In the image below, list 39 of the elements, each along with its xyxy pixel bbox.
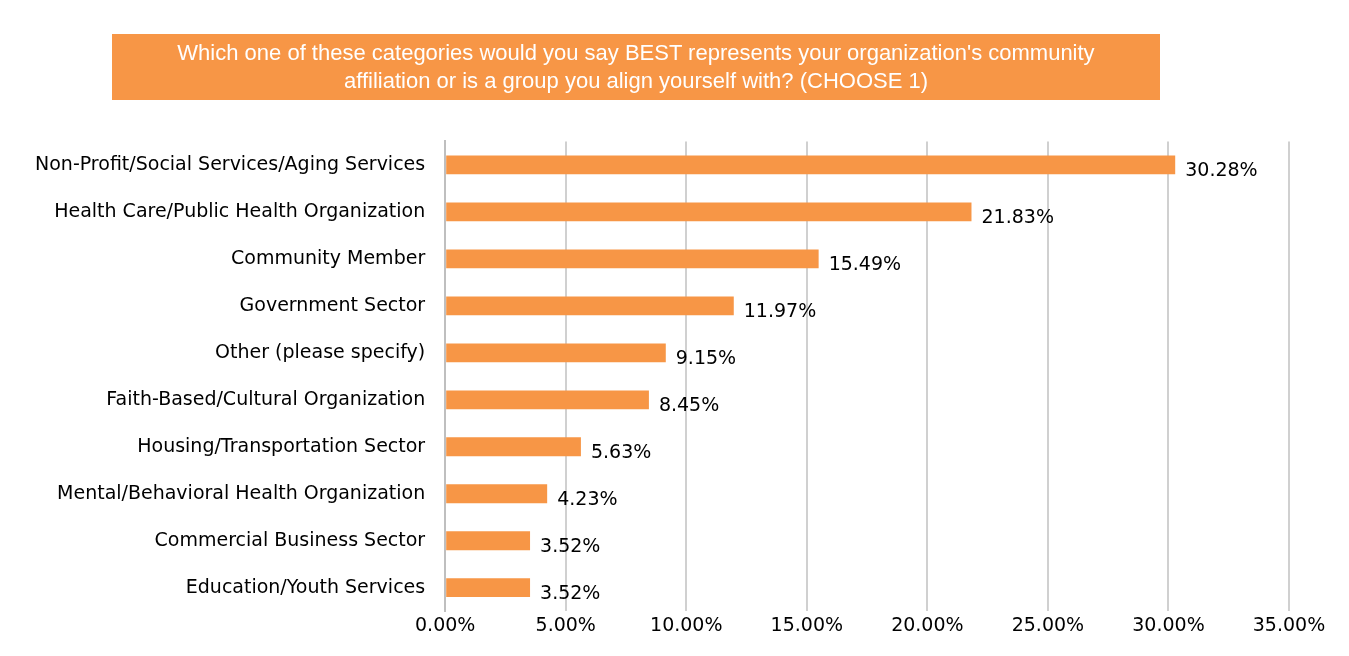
y-tick-label: Community Member bbox=[231, 245, 426, 268]
y-tick-label: Government Sector bbox=[239, 292, 426, 315]
x-tick-label: 0.00% bbox=[415, 612, 476, 635]
y-tick-label: Housing/Transportation Sector bbox=[137, 433, 426, 456]
x-tick-label: 35.00% bbox=[1252, 612, 1326, 635]
data-label: 5.63% bbox=[590, 439, 652, 462]
y-tick-label: Non-Profit/Social Services/Aging Services bbox=[35, 151, 426, 174]
y-tick-label: Mental/Behavioral Health Organization bbox=[57, 480, 426, 503]
data-label: 11.97% bbox=[743, 298, 817, 321]
x-tick-label: 5.00% bbox=[535, 612, 596, 635]
data-label: 8.45% bbox=[658, 392, 720, 415]
data-label: 9.15% bbox=[675, 345, 737, 368]
bar bbox=[446, 531, 531, 551]
bar bbox=[446, 202, 972, 222]
bar bbox=[446, 249, 819, 269]
bar bbox=[446, 437, 581, 457]
x-tick-label: 25.00% bbox=[1011, 612, 1085, 635]
data-label: 3.52% bbox=[540, 533, 601, 556]
y-tick-label: Education/Youth Services bbox=[185, 574, 426, 597]
data-label: 4.23% bbox=[557, 486, 618, 509]
y-tick-label: Other (please specify) bbox=[215, 339, 426, 362]
bar bbox=[446, 484, 548, 504]
bar bbox=[446, 155, 1176, 175]
y-tick-label: Faith-Based/Cultural Organization bbox=[106, 386, 426, 409]
data-label: 21.83% bbox=[981, 204, 1054, 227]
x-tick-label: 30.00% bbox=[1132, 612, 1205, 635]
y-tick-label: Health Care/Public Health Organization bbox=[54, 198, 426, 221]
data-label: 30.28% bbox=[1185, 157, 1258, 180]
bar bbox=[446, 390, 649, 410]
y-tick-label: Commercial Business Sector bbox=[154, 527, 426, 550]
data-label: 15.49% bbox=[828, 251, 902, 274]
x-tick-label: 15.00% bbox=[770, 612, 844, 635]
bar bbox=[446, 578, 531, 598]
bar bbox=[446, 343, 666, 363]
bar bbox=[446, 296, 734, 316]
x-tick-label: 20.00% bbox=[891, 612, 964, 635]
chart-title: Which one of these categories would you say BEST represents your organization's community affiliation or is a group you align yourself with? (CHOOSE 1) bbox=[112, 34, 1160, 100]
x-tick-label: 10.00% bbox=[650, 612, 723, 635]
data-label: 3.52% bbox=[540, 580, 601, 603]
